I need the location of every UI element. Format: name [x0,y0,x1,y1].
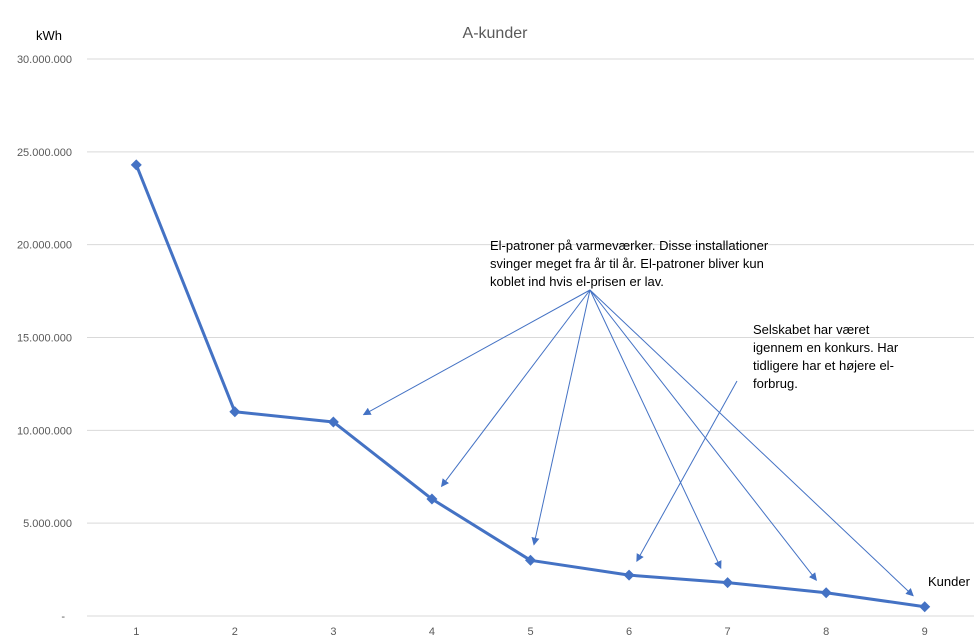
annotation-line: Selskabet har været [753,322,870,337]
annotation-konkurs: Selskabet har været igennem en konkurs. … [753,322,899,391]
chart-title: A-kunder [463,25,529,42]
annotation-arrow [589,289,817,581]
data-point [426,493,438,505]
x-axis-label: Kunder [928,574,971,589]
annotation-line: koblet ind hvis el-prisen er lav. [490,274,664,289]
annotation-line: forbrug. [753,376,798,391]
x-tick-label: 6 [626,626,632,638]
data-point [130,159,142,171]
y-tick-label: 30.000.000 [17,54,72,66]
annotation-arrows [362,289,914,597]
y-tick-labels: - 5.000.000 10.000.000 15.000.000 20.000.000… [17,54,72,623]
annotation-arrow [531,289,591,546]
annotation-arrow [589,289,914,597]
data-point [919,601,931,613]
y-tick-label: - [61,611,65,623]
y-tick-label: 10.000.000 [17,425,72,437]
x-tick-label: 1 [133,626,139,638]
annotation-arrow [362,289,591,416]
x-tick-label: 5 [527,626,533,638]
annotation-line: tidligere har et højere el- [753,358,894,373]
annotation-arrow [589,289,722,570]
x-tick-label: 8 [823,626,829,638]
x-tick-label: 7 [725,626,731,638]
grid-lines [87,58,974,617]
data-point [327,416,339,428]
annotation-el-patroner: El-patroner på varmeværker. Disse instal… [490,238,769,289]
x-tick-label: 9 [922,626,928,638]
annotation-arrow [636,380,738,563]
y-tick-label: 25.000.000 [17,147,72,159]
data-point [229,406,241,418]
x-tick-labels: 1 2 3 4 5 6 7 8 9 [133,626,928,638]
y-tick-label: 15.000.000 [17,333,72,345]
annotation-line: igennem en konkurs. Har [753,340,899,355]
data-point [525,554,536,566]
y-axis-label: kWh [36,28,62,43]
x-tick-label: 4 [429,626,435,638]
series-layer [130,159,931,613]
annotation-line: El-patroner på varmeværker. Disse instal… [490,238,769,253]
data-point [623,569,635,581]
annotation-line: svinger meget fra år til år. El-patroner… [490,256,764,271]
x-tick-label: 2 [232,626,238,638]
annotation-arrow [440,289,591,488]
data-point [722,577,734,589]
y-tick-label: 20.000.000 [17,240,72,252]
data-point [820,587,832,599]
x-tick-label: 3 [330,626,336,638]
y-tick-label: 5.000.000 [23,518,72,530]
series-line [134,164,925,609]
